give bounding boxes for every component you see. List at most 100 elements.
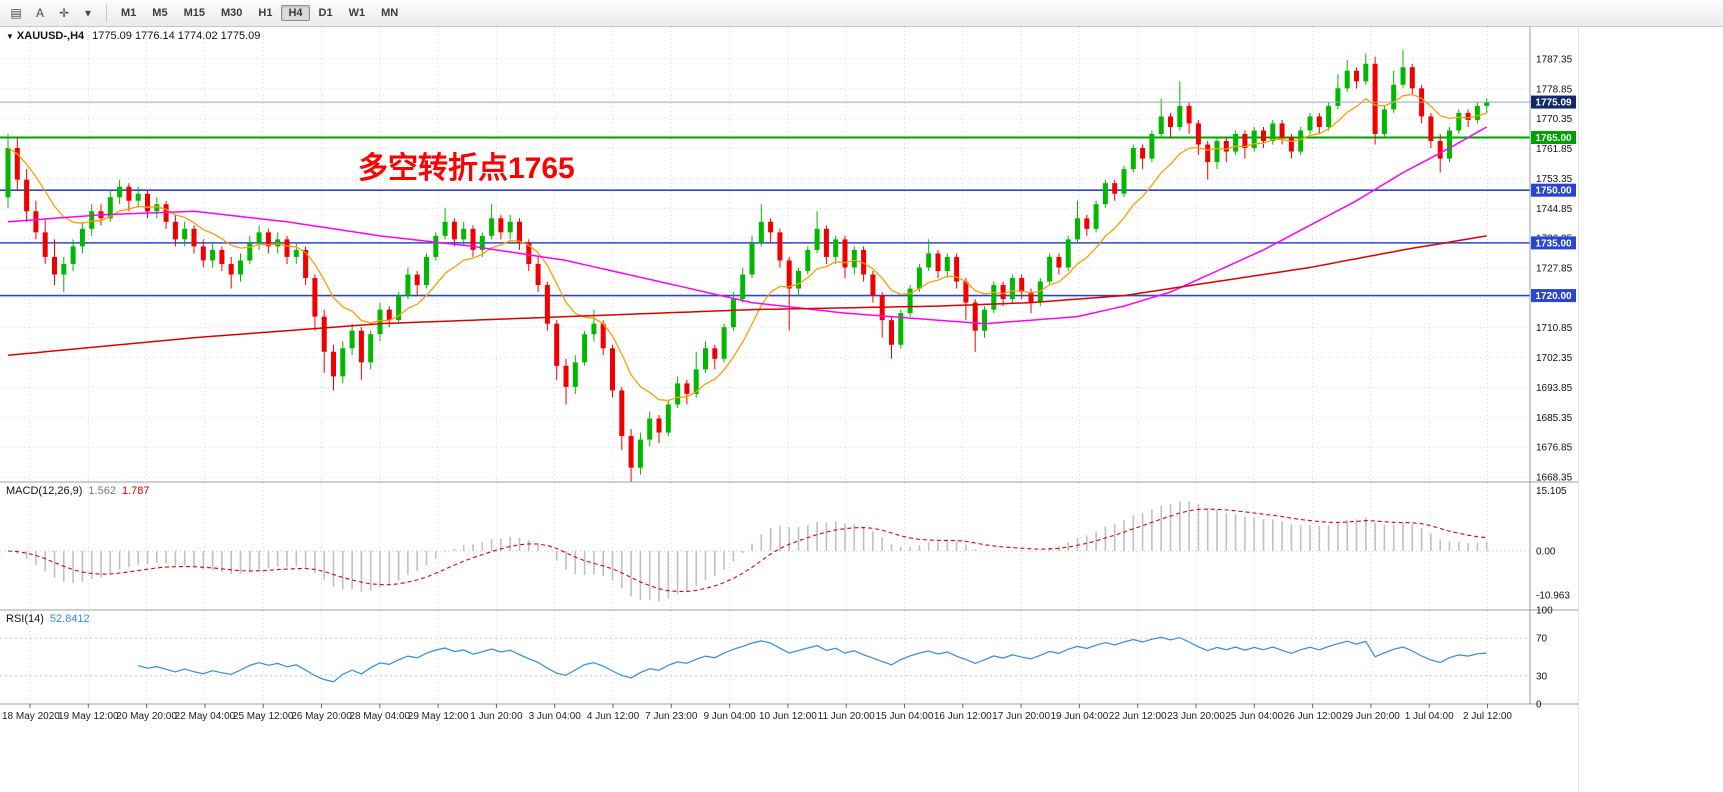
- candle-body: [5, 148, 11, 198]
- chart-annotation-text[interactable]: 多空转折点1765: [358, 152, 575, 185]
- candle-body: [293, 249, 299, 257]
- toolbar-separator: [106, 4, 107, 22]
- candle-body: [1400, 67, 1406, 85]
- price-axis-label: 1702.35: [1536, 353, 1573, 364]
- timeframe-button-h4[interactable]: H4: [281, 5, 310, 21]
- time-axis-label: 26 Jun 12:00: [1284, 711, 1342, 722]
- candle-body: [703, 348, 708, 370]
- candle-body: [396, 295, 402, 321]
- time-axis-label: 1 Jun 20:00: [470, 711, 523, 722]
- candle-body: [1447, 130, 1452, 159]
- candle-body: [451, 221, 457, 240]
- candle-body: [321, 316, 327, 352]
- candle-body: [972, 302, 978, 331]
- candle-body: [1484, 102, 1490, 106]
- timeframe-button-m15[interactable]: M15: [183, 7, 205, 19]
- candle-body: [1288, 137, 1294, 152]
- candle-body: [340, 348, 346, 377]
- timeframe-buttons-group: M1 M5 M15 M30 H1 H4 D1 W1 MN: [113, 5, 406, 21]
- timeframe-button-mn[interactable]: MN: [381, 7, 399, 19]
- time-axis-label: 15 Jun 04:00: [876, 711, 934, 722]
- candle-body: [1354, 70, 1359, 82]
- ma-slow-line: [7, 235, 1487, 357]
- candle-body: [210, 249, 216, 261]
- rsi-name: RSI(14): [6, 613, 44, 625]
- candle-body: [1019, 278, 1025, 293]
- candle-body: [1047, 256, 1053, 282]
- timeframe-button-h1[interactable]: H1: [258, 7, 273, 19]
- candle-body: [256, 232, 262, 243]
- candle-body: [126, 186, 132, 201]
- symbol-dropdown-icon[interactable]: ▼: [6, 31, 14, 41]
- time-axis-label: 18 May 2020: [2, 711, 60, 722]
- macd-axis-label: 0.00: [1536, 547, 1556, 558]
- time-axis-label: 28 May 04:00: [349, 711, 410, 722]
- timeframe-button-d1[interactable]: D1: [318, 7, 333, 19]
- candle-body: [572, 362, 578, 387]
- candle-body: [563, 365, 569, 387]
- price-axis-label: 1676.85: [1536, 443, 1573, 454]
- time-axis-label: 3 Jun 04:00: [529, 711, 582, 722]
- candle-body: [1084, 218, 1090, 229]
- time-axis-label: 19 Jun 04:00: [1050, 711, 1108, 722]
- candle-body: [656, 418, 662, 433]
- candle-body: [42, 232, 48, 257]
- candle-body: [1168, 116, 1173, 127]
- candle-body: [238, 260, 243, 275]
- time-axis-label: 22 May 04:00: [175, 711, 236, 722]
- time-axis-label: 25 Jun 04:00: [1225, 711, 1283, 722]
- candle-body: [851, 249, 857, 268]
- grid-layer: [0, 27, 1530, 704]
- svg-text:1720.00: 1720.00: [1535, 291, 1572, 302]
- time-axis-label: 23 Jun 20:00: [1167, 711, 1225, 722]
- candle-body: [1465, 112, 1471, 120]
- candle-body: [675, 383, 681, 405]
- price-axis[interactable]: 1787.35 1778.85 1770.35 1761.85 1753.35 1744.…: [1536, 55, 1573, 484]
- candle-body: [982, 309, 987, 331]
- candle-body: [963, 281, 969, 303]
- crosshair-tool-icon[interactable]: ✛: [58, 6, 70, 20]
- macd-signal-line: [7, 508, 1487, 592]
- timeframe-button-w1[interactable]: W1: [348, 7, 366, 19]
- candle-body: [1279, 123, 1285, 138]
- timeframe-button-m5[interactable]: M5: [152, 7, 168, 19]
- timeframe-button-m30[interactable]: M30: [220, 7, 243, 19]
- candle-body: [1195, 123, 1201, 145]
- candle-body: [1177, 105, 1183, 127]
- candle-body: [172, 221, 178, 240]
- candle-body: [1344, 70, 1350, 89]
- text-tool-icon[interactable]: A: [35, 6, 44, 20]
- chart-window[interactable]: 1787.35 1778.85 1770.35 1761.85 1753.35 1744.…: [0, 27, 1578, 722]
- candles-layer: [5, 49, 1490, 482]
- chart-canvas[interactable]: 1787.35 1778.85 1770.35 1761.85 1753.35 1744.…: [0, 27, 1578, 722]
- window-right-gap: [1578, 27, 1723, 792]
- rsi-axis-label: 70: [1536, 634, 1548, 645]
- symbol-ohlc-line: ▼ XAUUSD-,H4 1775.09 1776.14 1774.02 1775.…: [6, 30, 260, 42]
- tools-dropdown-icon[interactable]: ▾: [84, 6, 92, 20]
- candle-body: [24, 179, 30, 212]
- candle-body: [117, 186, 123, 198]
- symbol-ohlc-values: 1775.09 1776.14 1774.02 1775.09: [92, 30, 261, 42]
- timeframe-button-m1[interactable]: M1: [121, 7, 137, 19]
- rsi-axis-label: 100: [1536, 606, 1553, 617]
- candle-body: [777, 232, 783, 261]
- time-axis-label: 16 Jun 12:00: [934, 711, 992, 722]
- candle-body: [758, 221, 764, 243]
- candle-body: [740, 274, 746, 300]
- candle-body: [554, 323, 560, 366]
- candle-body: [70, 246, 76, 264]
- candle-body: [582, 334, 588, 363]
- candle-body: [1093, 204, 1099, 229]
- chart-tool-icon[interactable]: ▤: [10, 6, 22, 20]
- candle-body: [424, 256, 429, 286]
- level-price-tag-1765.00: 1765.00: [1531, 131, 1576, 145]
- price-axis-label: 1761.85: [1536, 144, 1573, 155]
- candle-body: [916, 267, 922, 289]
- candle-body: [1149, 133, 1155, 159]
- candle-body: [1270, 123, 1276, 142]
- price-axis-label: 1787.35: [1536, 55, 1573, 66]
- top-toolbar: ▤ A ✛ ▾ M1 M5 M15 M30 H1 H4 D1 W1 MN: [0, 0, 1723, 27]
- price-axis-label: 1693.85: [1536, 383, 1573, 394]
- candle-body: [284, 239, 290, 257]
